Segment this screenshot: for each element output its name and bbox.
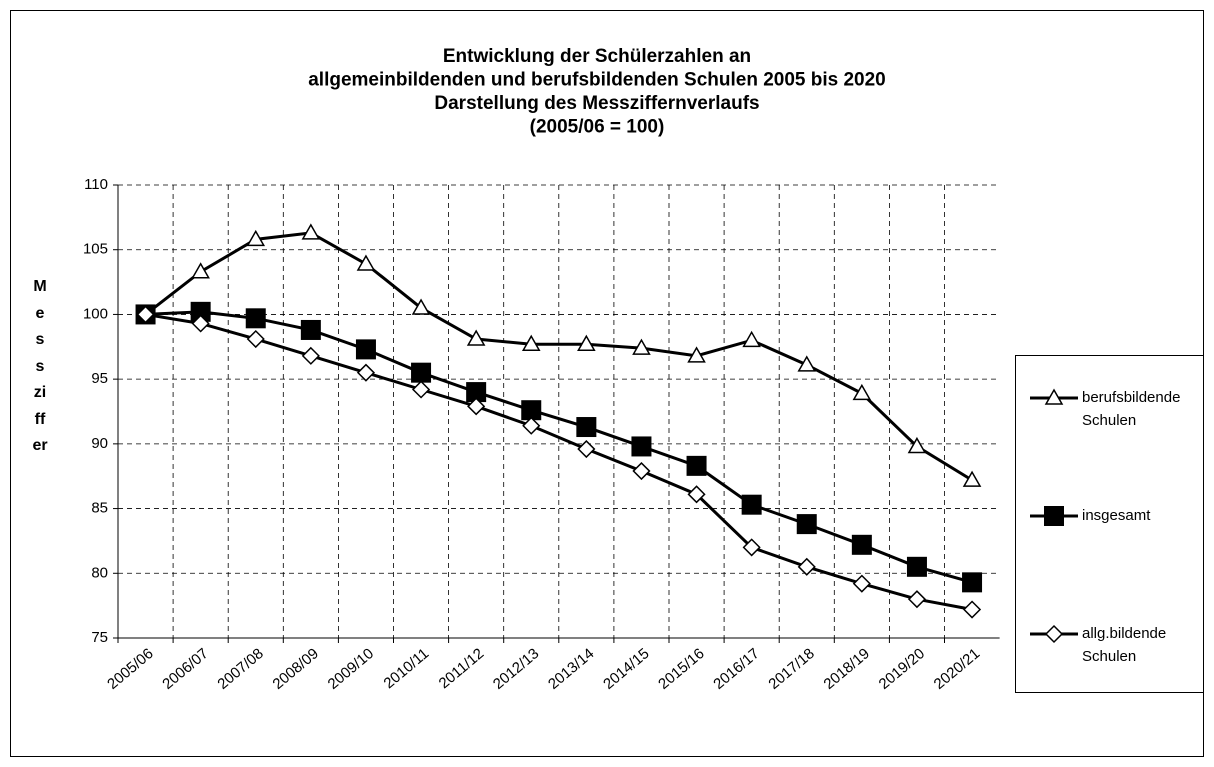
marker-diamond <box>246 329 265 349</box>
legend-label: berufsbildende Schulen <box>1082 389 1181 429</box>
legend-label: insgesamt <box>1082 507 1151 524</box>
marker-diamond <box>411 380 431 399</box>
marker-square <box>190 301 211 322</box>
marker-square <box>851 534 872 555</box>
marker-triangle <box>191 262 210 279</box>
marker-triangle <box>907 436 927 454</box>
chart-title: (2005/06 = 100) <box>530 117 665 138</box>
chart-title: allgemeinbildenden und berufsbildenden S… <box>308 70 886 91</box>
legend-marker <box>1044 506 1064 526</box>
marker-triangle <box>852 383 872 401</box>
y-tick-label: 105 <box>83 241 108 258</box>
marker-diamond <box>632 461 651 481</box>
marker-square <box>245 308 266 329</box>
marker-square <box>355 339 376 360</box>
marker-diamond <box>742 538 761 557</box>
y-tick-label: 80 <box>91 564 108 581</box>
marker-square <box>466 382 487 403</box>
marker-triangle <box>632 338 651 355</box>
y-tick-label: 75 <box>91 629 108 646</box>
chart-title: Darstellung des Messziffernverlaufs <box>434 93 759 114</box>
chart-title: Entwicklung der Schülerzahlen an <box>443 46 751 67</box>
marker-square <box>521 400 542 421</box>
marker-diamond <box>301 346 320 365</box>
marker-diamond <box>852 574 871 593</box>
legend-marker <box>1044 388 1064 405</box>
series-line <box>145 310 973 584</box>
marker-triangle <box>411 298 431 315</box>
marker-square <box>962 572 983 593</box>
marker-triangle <box>742 330 761 348</box>
marker-square <box>906 556 927 577</box>
series-line <box>144 231 973 482</box>
y-tick-label: 110 <box>84 176 108 193</box>
y-tick-label: 100 <box>83 305 108 322</box>
marker-triangle <box>797 355 817 372</box>
marker-square <box>631 436 652 457</box>
marker-triangle <box>962 470 982 487</box>
marker-diamond <box>191 314 210 333</box>
marker-triangle <box>521 334 541 351</box>
marker-square <box>300 319 321 340</box>
chart-border <box>10 10 1204 757</box>
y-tick-label: 95 <box>91 370 108 387</box>
marker-triangle <box>246 229 266 247</box>
y-tick-label: 90 <box>91 435 108 452</box>
marker-square <box>741 494 762 515</box>
y-axis-label: Messziffer <box>32 278 48 454</box>
marker-diamond <box>136 305 155 324</box>
marker-triangle <box>356 254 376 271</box>
marker-triangle <box>466 329 486 346</box>
marker-square <box>576 417 597 438</box>
legend-marker <box>1044 624 1064 644</box>
marker-triangle <box>687 346 706 363</box>
marker-diamond <box>356 363 376 382</box>
series-line <box>145 312 973 612</box>
marker-diamond <box>577 439 596 459</box>
marker-diamond <box>797 557 816 576</box>
marker-diamond <box>687 485 706 504</box>
marker-diamond <box>962 600 982 619</box>
marker-diamond <box>907 590 927 609</box>
marker-diamond <box>467 397 486 416</box>
marker-diamond <box>522 416 541 435</box>
marker-square <box>686 455 707 476</box>
legend-label: allg.bildende Schulen <box>1082 625 1167 665</box>
marker-square <box>411 362 432 383</box>
marker-triangle <box>577 334 596 351</box>
y-tick-label: 85 <box>91 500 108 517</box>
marker-triangle <box>301 223 321 240</box>
marker-square <box>796 514 817 535</box>
